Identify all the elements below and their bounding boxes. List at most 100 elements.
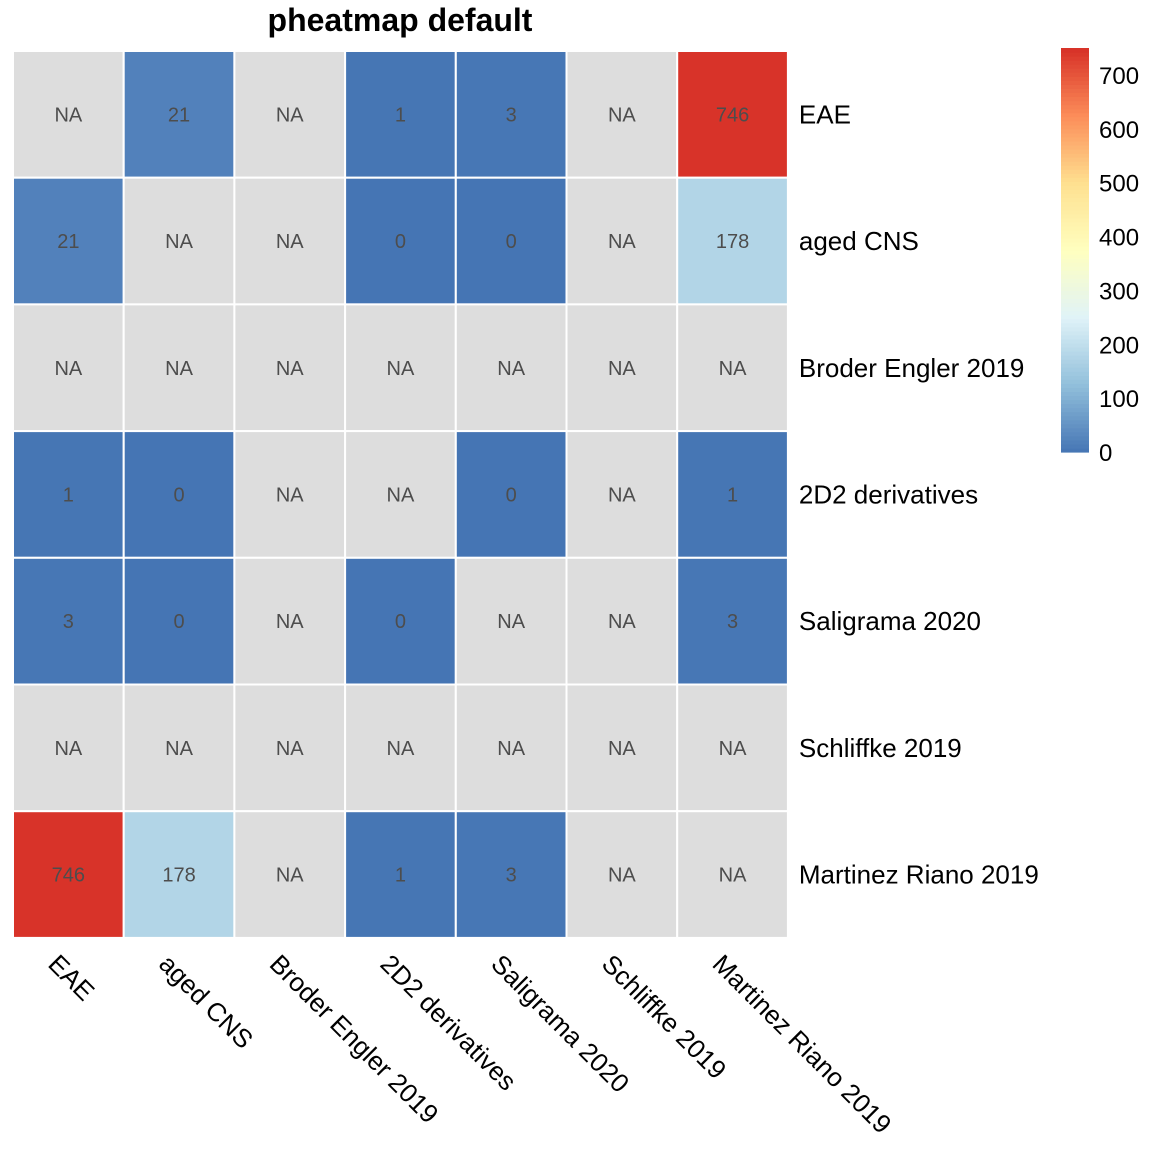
legend-color-step xyxy=(1061,274,1089,279)
legend-color-step xyxy=(1061,367,1089,372)
legend-color-step xyxy=(1061,76,1089,81)
legend-color-step xyxy=(1061,100,1089,106)
heatmap-cell xyxy=(122,303,236,433)
legend-color-step xyxy=(1061,270,1089,275)
heatmap-cell xyxy=(122,50,236,179)
cell-value-label: NA xyxy=(54,738,82,760)
legend-tick-label: 700 xyxy=(1099,63,1139,90)
legend-color-step xyxy=(1061,108,1089,114)
row-label: 2D2 derivatives xyxy=(799,479,978,509)
cell-value-label: NA xyxy=(387,358,415,380)
heatmap-cell xyxy=(344,683,457,813)
legend-color-step xyxy=(1061,161,1089,166)
legend-color-step xyxy=(1061,169,1089,174)
cell-value-label: NA xyxy=(497,611,525,633)
row-label: Saligrama 2020 xyxy=(799,606,981,636)
cell-value-label: 21 xyxy=(57,231,79,253)
heatmap-cell xyxy=(12,810,125,939)
legend-color-step xyxy=(1061,64,1089,69)
legend-color-step xyxy=(1061,278,1089,283)
legend-color-step xyxy=(1061,189,1089,195)
legend-color-step xyxy=(1061,415,1089,421)
legend-tick-label: 500 xyxy=(1099,171,1139,198)
legend-color-step xyxy=(1061,330,1089,336)
legend-color-step xyxy=(1061,399,1089,405)
legend-tick-label: 600 xyxy=(1099,117,1139,144)
cell-value-label: NA xyxy=(608,865,636,887)
legend-color-step xyxy=(1061,157,1089,162)
heatmap-cell xyxy=(565,810,679,939)
legend-color-step xyxy=(1061,375,1089,380)
legend-color-step xyxy=(1061,302,1089,308)
heatmap-cell xyxy=(676,176,789,306)
cell-value-label: 1 xyxy=(395,104,406,126)
legend-color-step xyxy=(1061,351,1089,356)
heatmap-cells: NA 21 NA 1 3 NA 746 21 NA NA 0 0 NA 178 NA NA NA NA NA NA NA… xyxy=(12,50,789,939)
cell-value-label: NA xyxy=(719,738,747,760)
legend-color-step xyxy=(1061,120,1089,126)
legend-color-step xyxy=(1061,314,1089,320)
cell-value-label: 3 xyxy=(727,611,738,633)
legend-color-step xyxy=(1061,128,1089,134)
cell-value-label: NA xyxy=(608,358,636,380)
heatmap-cell xyxy=(454,810,568,939)
heatmap-cell xyxy=(676,810,789,939)
legend-color-step xyxy=(1061,181,1089,186)
legend-color-step xyxy=(1061,197,1089,203)
legend-color-step xyxy=(1061,250,1089,255)
chart-title: pheatmap default xyxy=(268,2,533,38)
legend-color-step xyxy=(1061,322,1089,328)
heatmap-cell xyxy=(233,176,347,306)
heatmap-cell xyxy=(676,683,789,813)
legend-color-step xyxy=(1061,205,1089,211)
cell-value-label: 746 xyxy=(716,104,749,126)
cell-value-label: NA xyxy=(497,738,525,760)
legend-color-step xyxy=(1061,346,1089,352)
cell-value-label: NA xyxy=(276,358,304,380)
legend-color-step xyxy=(1061,237,1089,243)
heatmap-cell xyxy=(122,430,236,559)
legend-tick-label: 200 xyxy=(1099,332,1139,359)
cell-value-label: 0 xyxy=(506,484,517,506)
legend-color-step xyxy=(1061,411,1089,417)
legend-color-step xyxy=(1061,104,1089,110)
cell-value-label: 1 xyxy=(395,865,406,887)
heatmap-cell xyxy=(344,303,457,433)
legend-color-step xyxy=(1061,116,1089,122)
legend-color-step xyxy=(1061,334,1089,340)
heatmap-cell xyxy=(12,430,125,559)
cell-value-label: NA xyxy=(608,484,636,506)
cell-value-label: NA xyxy=(276,231,304,253)
row-label: Broder Engler 2019 xyxy=(799,353,1024,383)
legend-color-step xyxy=(1061,435,1089,441)
legend-tick-label: 100 xyxy=(1099,386,1139,413)
legend-color-step xyxy=(1061,233,1089,239)
legend-color-step xyxy=(1061,359,1089,364)
legend-color-step xyxy=(1061,84,1089,89)
legend-color-step xyxy=(1061,290,1089,296)
heatmap-cell xyxy=(12,683,125,813)
legend-color-step xyxy=(1061,149,1089,154)
cell-value-label: 1 xyxy=(63,484,74,506)
legend-color-step xyxy=(1061,403,1089,409)
legend-color-step xyxy=(1061,144,1089,150)
legend-color-step xyxy=(1061,286,1089,291)
legend-color-step xyxy=(1061,306,1089,312)
legend-color-step xyxy=(1061,173,1089,178)
cell-value-label: NA xyxy=(54,358,82,380)
legend-color-step xyxy=(1061,165,1089,170)
legend-color-step xyxy=(1061,153,1089,158)
legend-color-step xyxy=(1061,371,1089,376)
row-label: Martinez Riano 2019 xyxy=(799,860,1039,890)
cell-value-label: 3 xyxy=(506,865,517,887)
cell-value-label: 178 xyxy=(716,231,749,253)
legend-color-step xyxy=(1061,258,1089,263)
legend-color-step xyxy=(1061,447,1089,453)
cell-value-label: 3 xyxy=(63,611,74,633)
legend-color-step xyxy=(1061,338,1089,344)
legend-color-step xyxy=(1061,423,1089,429)
cell-value-label: 21 xyxy=(168,104,190,126)
legend-color-step xyxy=(1061,60,1089,65)
heatmap-cell xyxy=(12,556,125,686)
